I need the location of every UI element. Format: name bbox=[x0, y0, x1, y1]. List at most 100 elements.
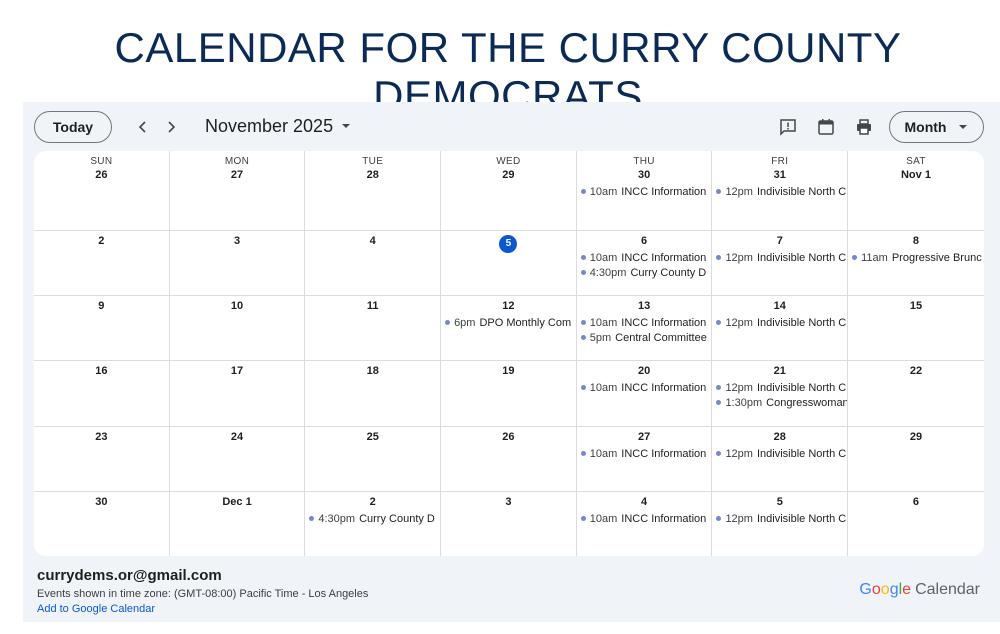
date-number[interactable]: 8 bbox=[912, 235, 920, 247]
date-number[interactable]: 11 bbox=[366, 300, 379, 312]
today-button[interactable]: Today bbox=[34, 111, 112, 143]
day-cell[interactable]: 21 12pm Indivisible North C 1:30pm Congressw… bbox=[712, 361, 849, 427]
day-cell[interactable]: 26 bbox=[441, 427, 577, 492]
date-number[interactable]: 25 bbox=[366, 431, 379, 443]
date-number[interactable]: 5 bbox=[776, 496, 783, 508]
date-number[interactable]: 28 bbox=[366, 169, 379, 181]
date-number[interactable]: 12 bbox=[502, 300, 515, 312]
day-cell[interactable]: 5 12pm Indivisible North C bbox=[712, 492, 849, 556]
event-chip[interactable]: 10am INCC Information bbox=[580, 315, 712, 330]
date-number[interactable]: 27 bbox=[637, 431, 651, 443]
day-cell[interactable]: 9 bbox=[34, 296, 170, 361]
day-cell[interactable]: 13 10am INCC Information 5pm Central Committ… bbox=[576, 296, 713, 361]
event-chip[interactable]: 12pm Indivisible North C bbox=[716, 250, 847, 265]
day-cell[interactable]: 20 10am INCC Information bbox=[576, 361, 713, 427]
day-cell[interactable]: 3 bbox=[441, 492, 577, 556]
previous-month-button[interactable] bbox=[131, 115, 155, 139]
day-cell[interactable]: FRI 31 12pm Indivisible North C bbox=[712, 151, 849, 231]
date-number[interactable]: 16 bbox=[95, 365, 108, 377]
date-number[interactable]: 2 bbox=[98, 235, 105, 247]
event-chip[interactable]: 4:30pm Curry County D bbox=[580, 265, 712, 280]
event-chip[interactable]: 5pm Central Committee bbox=[580, 330, 712, 345]
event-chip[interactable]: 12pm Indivisible North C bbox=[716, 511, 847, 526]
date-number[interactable]: 13 bbox=[637, 300, 651, 312]
day-cell[interactable]: 19 bbox=[441, 361, 577, 427]
day-cell[interactable]: 18 bbox=[305, 361, 442, 427]
day-cell[interactable]: THU 30 10am INCC Information bbox=[576, 151, 713, 231]
day-cell[interactable]: 4 10am INCC Information bbox=[577, 492, 713, 556]
day-cell[interactable]: MON 27 bbox=[169, 151, 306, 231]
day-cell[interactable]: SAT Nov 1 bbox=[848, 151, 984, 231]
event-chip[interactable]: 12pm Indivisible North C bbox=[716, 446, 847, 461]
date-number[interactable]: 24 bbox=[230, 431, 244, 443]
event-chip[interactable]: 12pm Indivisible North C bbox=[716, 380, 847, 395]
event-chip[interactable]: 10am INCC Information bbox=[580, 511, 712, 526]
day-cell[interactable]: Dec 1 bbox=[170, 492, 306, 556]
date-number[interactable]: 15 bbox=[909, 300, 923, 312]
date-number[interactable]: 27 bbox=[230, 169, 244, 181]
event-chip[interactable]: 10am INCC Information bbox=[580, 380, 712, 395]
day-cell[interactable]: 14 12pm Indivisible North C bbox=[712, 296, 849, 361]
date-number[interactable]: 26 bbox=[502, 431, 515, 443]
date-number[interactable]: 4 bbox=[369, 235, 376, 247]
date-number[interactable]: 20 bbox=[637, 365, 651, 377]
event-chip[interactable]: 10am INCC Information bbox=[580, 184, 712, 199]
date-number[interactable]: 3 bbox=[233, 235, 241, 247]
event-chip[interactable]: 10am INCC Information bbox=[580, 446, 712, 461]
day-cell[interactable]: 15 bbox=[848, 296, 984, 361]
date-number[interactable]: Nov 1 bbox=[900, 169, 931, 181]
day-cell[interactable]: 25 bbox=[305, 427, 442, 492]
date-number[interactable]: 22 bbox=[909, 365, 923, 377]
day-cell[interactable]: 29 bbox=[848, 427, 984, 492]
day-cell[interactable]: 22 bbox=[848, 361, 984, 427]
day-cell[interactable]: 30 bbox=[34, 492, 170, 556]
date-number[interactable]: 21 bbox=[773, 365, 786, 377]
day-cell[interactable]: TUE 28 bbox=[305, 151, 442, 231]
date-number[interactable]: 19 bbox=[502, 365, 515, 377]
date-number[interactable]: 7 bbox=[776, 235, 783, 247]
event-chip[interactable]: 4:30pm Curry County D bbox=[309, 511, 440, 526]
date-number[interactable]: 14 bbox=[773, 300, 786, 312]
today-date-number[interactable]: 5 bbox=[441, 235, 576, 253]
day-cell[interactable]: 7 12pm Indivisible North C bbox=[712, 231, 849, 296]
day-cell[interactable]: 12 6pm DPO Monthly Com bbox=[441, 296, 577, 361]
date-number[interactable]: 3 bbox=[505, 496, 512, 508]
day-cell[interactable]: 8 11am Progressive Brunc bbox=[848, 231, 984, 296]
day-cell[interactable]: 23 bbox=[34, 427, 170, 492]
date-number[interactable]: 30 bbox=[95, 496, 108, 508]
day-cell[interactable]: 11 bbox=[305, 296, 442, 361]
date-number[interactable]: 4 bbox=[641, 496, 648, 508]
day-cell[interactable]: 6 10am INCC Information 4:30pm Curry County … bbox=[576, 231, 713, 296]
date-number[interactable]: 18 bbox=[366, 365, 379, 377]
date-number[interactable]: 29 bbox=[502, 169, 515, 181]
event-chip[interactable]: 12pm Indivisible North C bbox=[716, 315, 847, 330]
day-cell[interactable]: 2 bbox=[34, 231, 170, 296]
date-number[interactable]: 29 bbox=[909, 431, 923, 443]
date-number[interactable]: 23 bbox=[95, 431, 108, 443]
next-month-button[interactable] bbox=[159, 115, 183, 139]
day-cell[interactable]: 2 4:30pm Curry County D bbox=[305, 492, 442, 556]
print-button[interactable] bbox=[852, 115, 876, 139]
month-picker[interactable]: November 2025 bbox=[205, 114, 351, 138]
agenda-view-button[interactable] bbox=[814, 115, 838, 139]
date-number[interactable]: 10 bbox=[230, 300, 244, 312]
day-cell[interactable]: 5 bbox=[441, 231, 577, 296]
date-number[interactable]: 31 bbox=[773, 169, 786, 181]
day-cell[interactable]: 28 12pm Indivisible North C bbox=[712, 427, 849, 492]
feedback-button[interactable] bbox=[776, 115, 800, 139]
day-cell[interactable]: 16 bbox=[34, 361, 170, 427]
date-number[interactable]: 6 bbox=[912, 496, 920, 508]
day-cell[interactable]: 4 bbox=[305, 231, 442, 296]
date-number[interactable]: 6 bbox=[641, 235, 648, 247]
day-cell[interactable]: 24 bbox=[169, 427, 306, 492]
day-cell[interactable]: WED 29 bbox=[441, 151, 577, 231]
day-cell[interactable]: 3 bbox=[169, 231, 306, 296]
google-calendar-logo[interactable]: Google Calendar bbox=[859, 581, 980, 599]
day-cell[interactable]: SUN 26 bbox=[34, 151, 170, 231]
day-cell[interactable]: 17 bbox=[169, 361, 306, 427]
event-chip[interactable]: 12pm Indivisible North C bbox=[716, 184, 847, 199]
date-number[interactable]: 2 bbox=[369, 496, 376, 508]
view-selector-button[interactable]: Month bbox=[889, 111, 984, 143]
event-chip[interactable]: 6pm DPO Monthly Com bbox=[445, 315, 576, 330]
day-cell[interactable]: 10 bbox=[169, 296, 306, 361]
